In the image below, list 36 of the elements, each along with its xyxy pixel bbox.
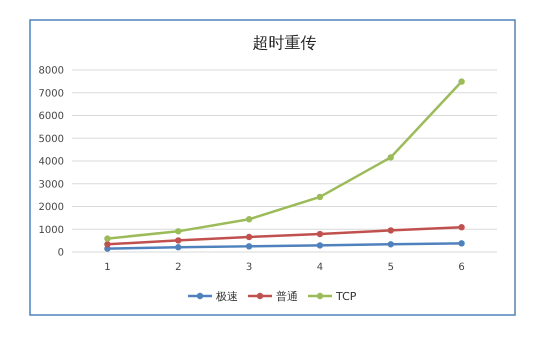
x-tick-label: 4 <box>316 262 324 273</box>
point <box>316 194 324 200</box>
legend-label: 极速 <box>215 290 238 303</box>
y-tick-label: 2000 <box>38 202 64 213</box>
point <box>246 234 252 240</box>
point <box>104 241 111 248</box>
point <box>458 240 465 247</box>
point <box>388 241 394 248</box>
y-tick-label: 1000 <box>38 224 64 236</box>
point <box>388 227 394 234</box>
legend-label: TCP <box>335 290 357 303</box>
x-tick-label: 6 <box>458 262 465 273</box>
point <box>458 78 465 85</box>
y-tick-label: 7000 <box>38 88 64 100</box>
y-tick-label: 5000 <box>38 134 64 145</box>
x-tick-label: 5 <box>388 262 394 273</box>
x-tick-label: 3 <box>246 262 252 273</box>
legend-label: 普通 <box>276 290 298 303</box>
point <box>104 235 111 242</box>
point <box>316 242 324 249</box>
chart-title: 超时重传 <box>252 33 316 52</box>
y-tick-label: 0 <box>58 248 64 258</box>
point <box>458 224 465 230</box>
point <box>175 237 182 244</box>
point <box>388 154 394 161</box>
point <box>175 228 182 234</box>
point <box>246 243 252 250</box>
y-tick-label: 6000 <box>38 111 64 122</box>
y-tick-label: 8000 <box>38 66 64 76</box>
point <box>246 216 252 222</box>
point <box>316 230 324 238</box>
point <box>175 244 182 250</box>
x-tick-label: 1 <box>104 262 111 273</box>
x-tick-label: 2 <box>175 262 182 273</box>
y-tick-label: 3000 <box>38 179 64 190</box>
y-tick-label: 4000 <box>38 156 64 168</box>
